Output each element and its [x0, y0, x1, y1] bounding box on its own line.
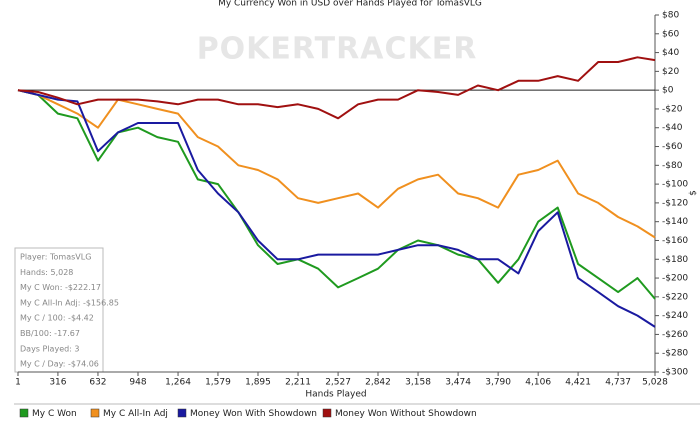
x-tick-label: 4,421 [565, 378, 591, 388]
stat-line: My C / 100: -$4.42 [20, 314, 94, 323]
legend-label: Money Won Without Showdown [335, 409, 477, 419]
stats-box [14, 247, 104, 373]
y-tick-label: -$160 [662, 236, 688, 246]
chart-title: My Currency Won in USD over Hands Played… [218, 0, 482, 9]
x-tick-label: 2,842 [365, 378, 391, 388]
y-tick-label: -$120 [662, 198, 688, 208]
y-axis-label: $ [689, 190, 699, 196]
y-tick-label: $40 [662, 48, 679, 58]
y-tick-label: -$300 [662, 368, 688, 378]
x-tick-label: 1,264 [165, 378, 191, 388]
y-tick-label: $60 [662, 29, 679, 39]
y-tick-label: $80 [662, 11, 679, 21]
stat-line: My C All-In Adj: -$156.85 [20, 298, 119, 307]
x-tick-label: 948 [129, 378, 146, 388]
y-tick-label: -$80 [662, 161, 683, 171]
legend-swatch [177, 408, 187, 418]
x-tick-label: 1,579 [205, 378, 231, 388]
watermark: POKERTRACKER [197, 32, 478, 67]
legend-label: My C Won [32, 409, 77, 419]
y-tick-label: -$180 [662, 255, 688, 265]
x-tick-label: 632 [89, 378, 106, 388]
y-tick-label: -$260 [662, 330, 688, 340]
x-tick-label: 316 [49, 378, 66, 388]
series-line [17, 89, 656, 239]
y-tick-label: -$280 [662, 349, 688, 359]
y-tick-label: -$220 [662, 292, 688, 302]
stat-line: Hands: 5,028 [20, 268, 73, 277]
stat-line: BB/100: -17.67 [20, 329, 80, 338]
x-tick-label: 4,737 [605, 378, 631, 388]
series-line [17, 56, 656, 120]
x-axis-label: Hands Played [305, 390, 366, 400]
series-line [17, 89, 656, 328]
y-tick-label: -$20 [662, 104, 683, 114]
y-tick-label: -$100 [662, 180, 688, 190]
y-tick-label: $20 [662, 67, 679, 77]
x-tick-label: 3,158 [405, 378, 431, 388]
x-tick-label: 1 [15, 378, 21, 388]
legend-swatch [19, 408, 29, 418]
stat-line: Player: TomasVLG [20, 253, 91, 262]
x-tick-label: 4,106 [525, 378, 551, 388]
y-tick-label: $0 [662, 86, 674, 96]
x-tick-label: 3,790 [485, 378, 511, 388]
y-tick-label: -$140 [662, 217, 688, 227]
y-tick-label: -$60 [662, 142, 683, 152]
x-tick-label: 1,895 [245, 378, 271, 388]
x-tick-label: 2,211 [285, 378, 311, 388]
y-tick-label: -$40 [662, 123, 683, 133]
stat-line: Days Played: 3 [20, 344, 80, 353]
legend-swatch [90, 408, 100, 418]
series-line [17, 89, 656, 300]
y-tick-label: -$240 [662, 311, 688, 321]
x-tick-label: 2,527 [325, 378, 351, 388]
stat-line: My C / Day: -$74.06 [20, 360, 99, 369]
x-tick-label: 3,474 [445, 378, 471, 388]
legend-label: Money Won With Showdown [190, 409, 317, 419]
y-tick-label: -$200 [662, 274, 688, 284]
stat-line: My C Won: -$222.17 [20, 283, 101, 292]
x-tick-label: 5,028 [642, 378, 668, 388]
legend-label: My C All-In Adj [103, 409, 168, 419]
legend-swatch [322, 408, 332, 418]
